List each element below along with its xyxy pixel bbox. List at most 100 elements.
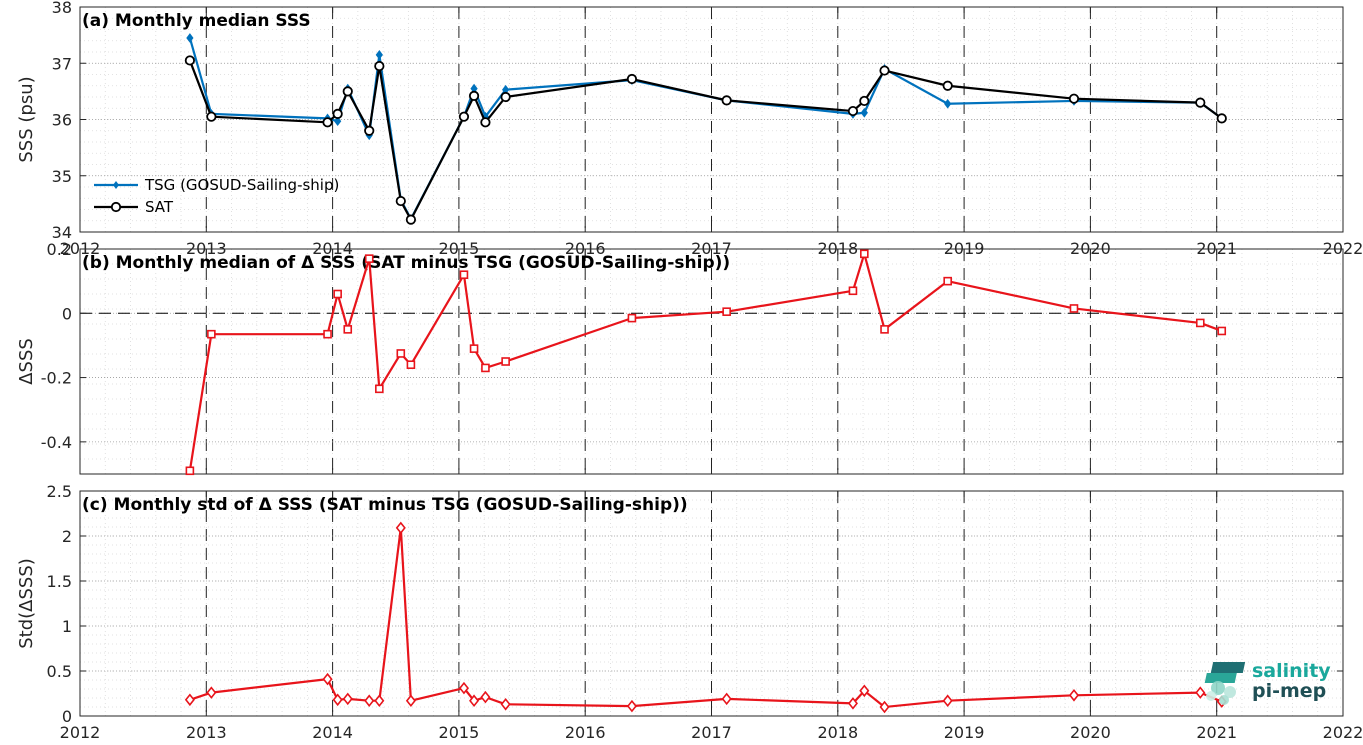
y-tick-label: 0 <box>62 304 72 323</box>
minor-grid <box>79 490 1344 717</box>
panel-title: (c) Monthly std of Δ SSS (SAT minus TSG … <box>82 495 688 515</box>
data-point <box>468 90 480 101</box>
logo-mark-icon <box>1204 662 1246 705</box>
x-tick-label: 2019 <box>944 723 985 742</box>
data-point <box>374 60 385 72</box>
data-point <box>848 286 858 296</box>
x-tick-label: 2015 <box>439 723 480 742</box>
data-point <box>323 329 332 339</box>
x-tick-label: 2013 <box>186 723 227 742</box>
data-point <box>942 80 953 91</box>
data-point <box>627 313 637 323</box>
y-tick-label: -0.2 <box>41 369 72 388</box>
data-point <box>944 98 952 109</box>
y-tick-label: 34 <box>52 223 72 242</box>
data-point <box>1068 689 1080 702</box>
data-point <box>375 49 383 60</box>
data-point <box>332 693 343 707</box>
data-point <box>322 672 333 686</box>
data-point <box>184 693 195 707</box>
data-point <box>375 384 384 394</box>
data-point <box>1195 686 1206 699</box>
y-axis-label: Std(ΔSSS) <box>16 558 37 649</box>
y-tick-label: 0.5 <box>47 662 72 681</box>
series-line <box>189 526 1223 709</box>
data-point <box>396 349 406 358</box>
data-point <box>879 65 890 76</box>
data-point <box>1216 113 1227 124</box>
x-tick-label: 2020 <box>1070 723 1111 742</box>
x-tick-label: 2012 <box>60 723 101 742</box>
data-point <box>500 91 511 103</box>
x-tick-label: 2021 <box>1196 723 1237 742</box>
legend-item: TSG (GOSUD-Sailing-ship) <box>94 176 339 194</box>
y-tick-label: -0.4 <box>41 433 72 452</box>
data-point <box>206 111 217 122</box>
data-point <box>334 116 342 127</box>
data-point <box>721 692 732 706</box>
data-point <box>185 466 195 476</box>
series-delta-1 <box>185 249 1227 476</box>
salinity-pi-mep-logo: salinity pi-mep <box>1204 660 1331 705</box>
data-point <box>942 694 953 707</box>
data-point <box>459 270 469 280</box>
data-point <box>405 694 416 707</box>
y-tick-label: 36 <box>52 111 72 130</box>
y-tick-label: 1.5 <box>47 572 72 591</box>
y-tick-label: 2.5 <box>47 482 72 501</box>
panel-a: 3435363738201220132014201520162017201820… <box>16 0 1363 258</box>
data-point <box>859 95 870 107</box>
y-axis-label: SSS (psu) <box>16 76 37 162</box>
x-tick-label: 2014 <box>312 723 353 742</box>
data-point <box>860 249 869 259</box>
panel-title: (b) Monthly median of Δ SSS (SAT minus T… <box>82 253 730 273</box>
data-point <box>458 111 470 122</box>
series-tsg-gosud-sailing-ship- <box>186 33 1226 224</box>
data-point <box>626 699 637 713</box>
data-point <box>943 276 952 286</box>
data-point <box>333 289 342 299</box>
data-point <box>847 697 858 710</box>
data-point <box>364 694 375 707</box>
data-point <box>721 95 732 106</box>
data-point <box>1068 93 1080 104</box>
panel-c: 0 0.5 1 1.5 2 2.5 2012 2013 2014 2015 2016 2017 2018… <box>16 482 1363 742</box>
x-tick-label: 2018 <box>817 723 858 742</box>
x-tick-label: 2017 <box>691 723 732 742</box>
data-point <box>206 686 217 699</box>
data-point <box>501 357 510 366</box>
legend-label: SAT <box>145 198 174 216</box>
logo-text-line1: salinity <box>1252 660 1331 682</box>
y-tick-label: 37 <box>52 54 72 73</box>
data-point <box>342 86 353 97</box>
data-point <box>859 684 870 698</box>
series-sat <box>184 55 1227 225</box>
panel-b: -0.4 -0.2 0 0.2 ΔSSS (b) Monthly median of Δ … <box>16 240 1344 476</box>
legend: TSG (GOSUD-Sailing-ship) SAT <box>94 176 339 216</box>
y-axis-label: ΔSSS <box>16 338 37 385</box>
data-point <box>469 344 479 353</box>
y-tick-label: 35 <box>52 167 72 186</box>
data-point <box>1195 97 1206 108</box>
data-point <box>405 214 417 225</box>
data-point <box>481 363 490 373</box>
y-tick-label: 38 <box>52 0 72 17</box>
data-point <box>186 33 194 43</box>
data-point <box>395 521 406 535</box>
data-point <box>879 700 890 714</box>
data-point <box>364 125 375 136</box>
data-point <box>406 360 416 370</box>
data-point <box>342 692 353 706</box>
data-point <box>1217 326 1227 336</box>
panel-title: (a) Monthly median SSS <box>82 11 311 31</box>
data-point <box>500 698 511 711</box>
data-point <box>1195 318 1205 328</box>
data-point <box>880 325 889 334</box>
series-delta-2 <box>184 521 1227 714</box>
data-point <box>860 107 868 118</box>
data-point <box>343 325 353 334</box>
data-point <box>374 694 385 707</box>
data-point <box>364 254 374 263</box>
y-tick-label: 0 <box>62 707 72 726</box>
